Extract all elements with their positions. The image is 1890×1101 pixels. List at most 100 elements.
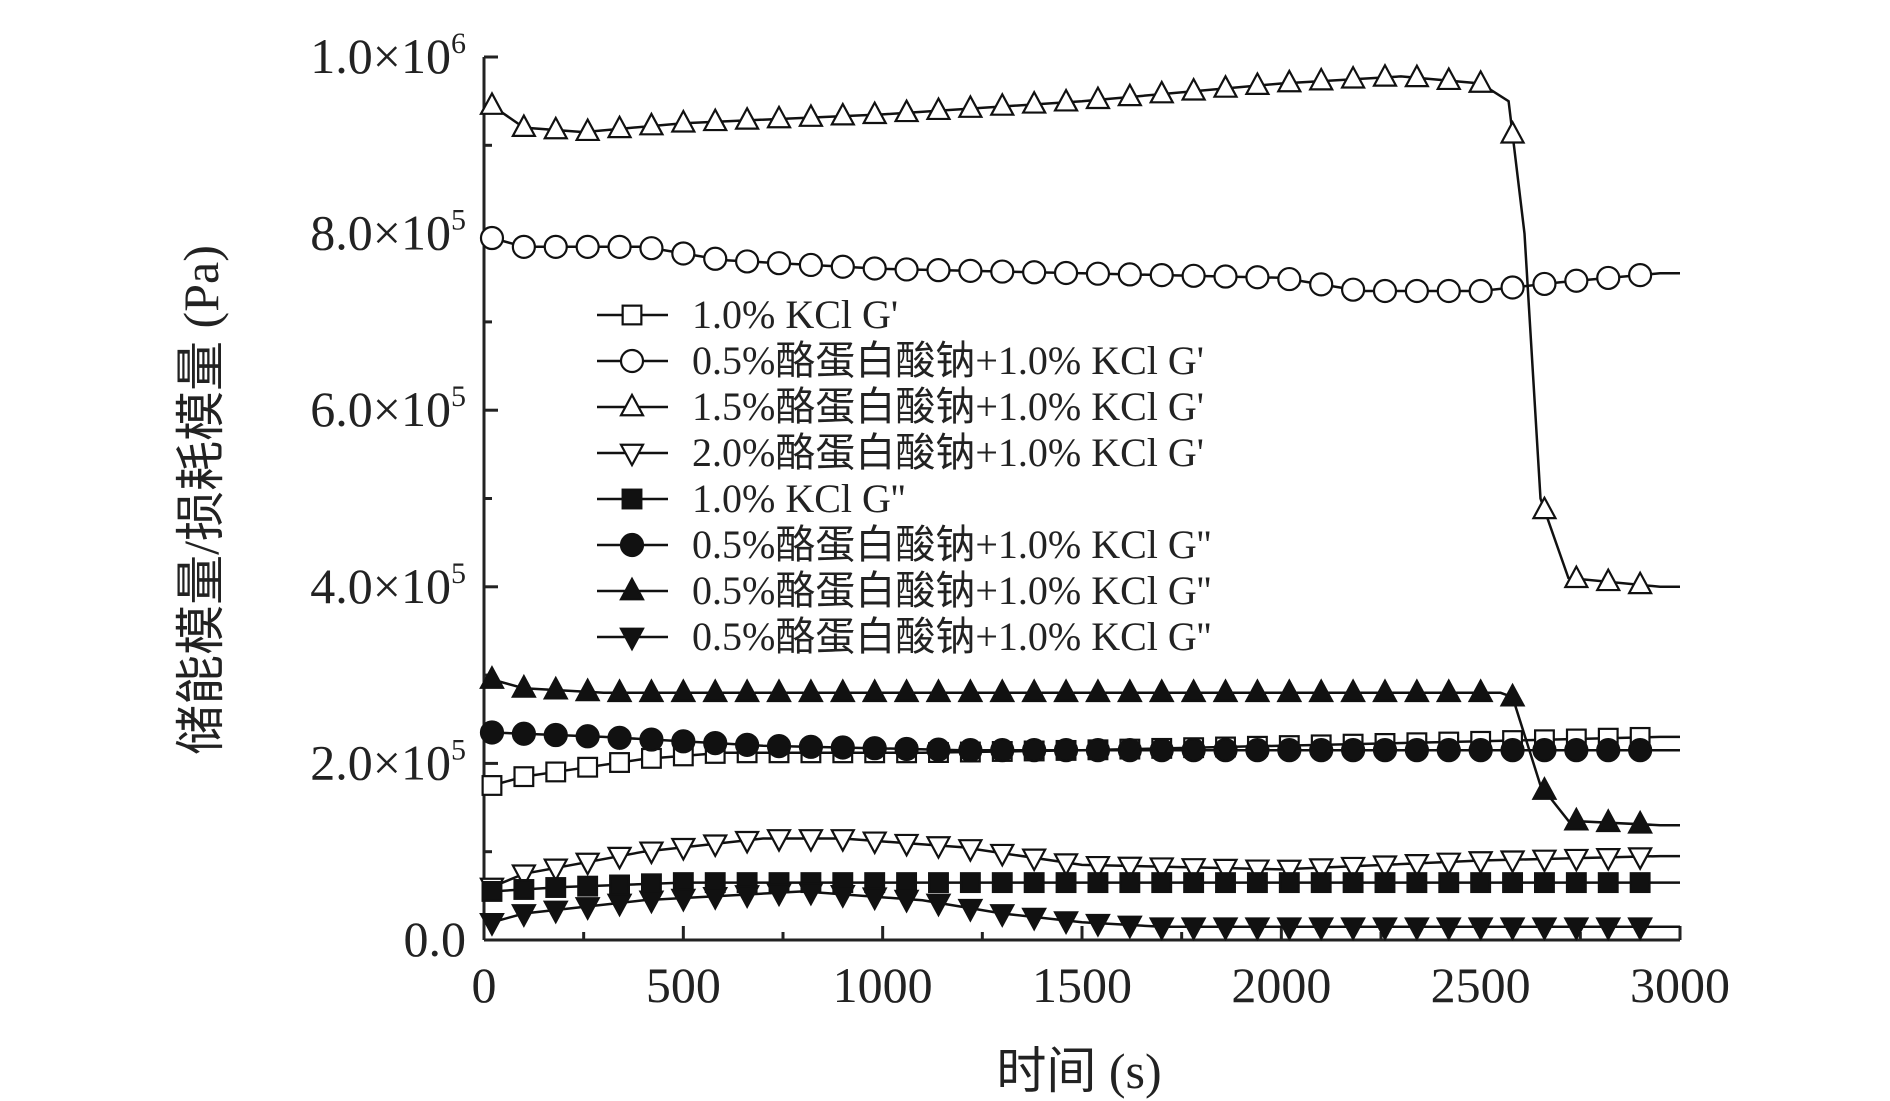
data-point-triangle-down: [734, 830, 760, 855]
data-point-triangle-up: [1180, 76, 1207, 101]
data-point-circle: [1596, 265, 1621, 291]
data-point-square: [513, 879, 535, 900]
x-tick-label: 0: [472, 957, 497, 1013]
data-point-triangle-down: [1340, 917, 1366, 942]
data-point-circle: [894, 257, 919, 282]
data-point-triangle-up: [1116, 82, 1143, 107]
data-point-square: [1087, 872, 1109, 894]
data-point-triangle-up: [1244, 71, 1271, 95]
data-point-triangle-down: [1499, 917, 1526, 942]
data-point-triangle-up: [1085, 678, 1111, 703]
data-point-triangle-down: [1595, 917, 1622, 942]
data-point-circle: [703, 246, 728, 271]
series-3: [479, 62, 1680, 595]
data-point-triangle-down: [574, 852, 601, 877]
data-point-circle: [1532, 738, 1557, 763]
data-point-triangle-down: [1595, 848, 1622, 872]
data-point-triangle-up: [1531, 776, 1558, 800]
data-point-square: [1534, 872, 1555, 894]
y-tick-label: 1.0×106: [310, 27, 466, 84]
data-point-triangle-down: [606, 846, 633, 871]
data-point-triangle-down: [1276, 917, 1303, 942]
data-point-triangle-down: [957, 898, 984, 923]
data-point-circle: [862, 736, 887, 761]
data-point-triangle-up: [925, 678, 952, 703]
legend-label: 1.0% KCl G'': [692, 476, 905, 521]
data-point-square: [1151, 872, 1173, 894]
data-point-triangle-down: [670, 837, 697, 862]
data-point-triangle-down: [1340, 856, 1366, 881]
data-point-triangle-up: [638, 678, 665, 703]
data-point-triangle-up: [734, 678, 760, 703]
data-point-triangle-down: [619, 627, 645, 652]
data-point-triangle-up: [861, 678, 888, 703]
data-point-circle: [926, 737, 951, 762]
data-point-square: [1629, 872, 1651, 894]
y-tick-label: 8.0×105: [310, 204, 466, 261]
data-point-triangle-down: [829, 885, 856, 909]
data-point-triangle-down: [766, 829, 792, 853]
data-point-circle: [1149, 738, 1174, 763]
data-point-circle: [1085, 738, 1111, 763]
data-point-square: [959, 872, 981, 894]
data-point-triangle-down: [829, 829, 856, 853]
data-point-triangle-up: [702, 678, 729, 703]
data-point-square: [609, 874, 630, 896]
data-point-triangle-up: [479, 91, 505, 115]
data-point-triangle-up: [1085, 85, 1111, 110]
data-point-circle: [766, 251, 792, 276]
data-point-triangle-up: [606, 114, 633, 139]
data-point-square: [577, 756, 599, 778]
data-point-circle: [735, 249, 760, 274]
data-point-circle: [1277, 738, 1302, 763]
data-point-triangle-up: [893, 98, 920, 123]
data-point-triangle-up: [798, 678, 824, 703]
x-tick-label: 1500: [1032, 957, 1132, 1013]
y-tick-label: 2.0×105: [310, 733, 466, 790]
data-point-triangle-down: [1627, 847, 1653, 872]
data-point-triangle-up: [1148, 79, 1175, 104]
data-point-triangle-up: [1372, 678, 1398, 703]
series-line: [491, 837, 1680, 889]
data-point-triangle-up: [1021, 89, 1048, 114]
data-point-circle: [703, 730, 728, 756]
data-point-triangle-up: [829, 101, 856, 126]
series-layer: [479, 62, 1680, 942]
data-point-circle: [1404, 738, 1429, 763]
data-point-triangle-down: [989, 904, 1016, 928]
data-point-circle: [1117, 738, 1142, 763]
data-point-triangle-down: [1276, 859, 1303, 884]
y-axis-title: 储能模量/损耗模量 (Pa): [173, 245, 229, 755]
data-point-triangle-down: [734, 885, 760, 909]
data-point-triangle-down: [1116, 915, 1143, 940]
data-point-triangle-down: [511, 864, 537, 889]
data-point-square: [1183, 872, 1205, 894]
data-point-circle: [1340, 277, 1366, 302]
legend-label: 1.5%酪蛋白酸钠+1.0% KCl G': [692, 384, 1204, 429]
data-point-triangle-down: [957, 839, 984, 863]
legend-item: 1.5%酪蛋白酸钠+1.0% KCl G': [597, 384, 1204, 429]
data-point-triangle-down: [1467, 917, 1494, 942]
data-point-circle: [1053, 738, 1079, 763]
data-point-triangle-up: [1499, 682, 1526, 707]
data-point-square: [1119, 872, 1141, 894]
data-point-triangle-up: [1563, 564, 1590, 589]
data-point-circle: [1628, 263, 1653, 288]
data-point-triangle-up: [542, 115, 569, 140]
data-point-square: [1023, 872, 1045, 894]
data-point-circle: [1500, 275, 1525, 300]
series-5: [481, 872, 1680, 902]
legend-label: 1.0% KCl G': [692, 292, 898, 337]
data-point-triangle-down: [670, 888, 697, 913]
data-point-triangle-up: [619, 576, 645, 601]
data-point-triangle-up: [619, 392, 645, 417]
data-point-square: [1215, 872, 1236, 894]
data-point-triangle-down: [798, 829, 824, 853]
data-point-square: [545, 877, 567, 898]
x-axis-title: 时间 (s): [996, 1043, 1161, 1099]
data-point-square: [1502, 872, 1524, 894]
data-point-circle: [1309, 738, 1334, 763]
data-point-circle: [511, 234, 536, 259]
data-point-circle: [926, 258, 951, 283]
data-point-circle: [1596, 738, 1621, 763]
